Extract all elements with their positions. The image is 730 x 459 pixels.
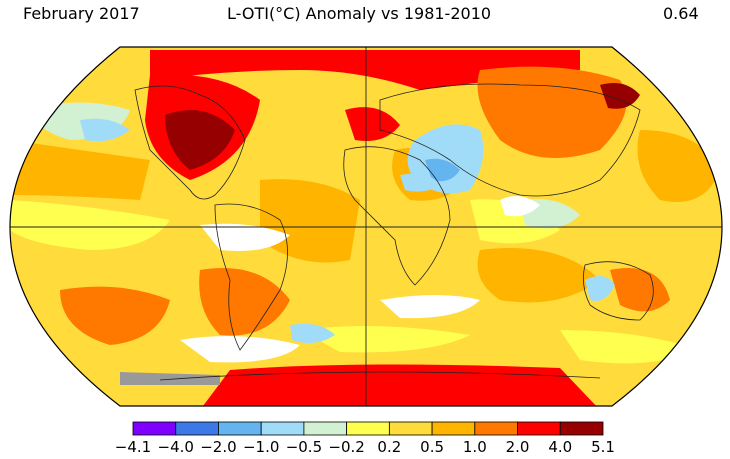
field-cool-s-atlantic	[290, 323, 335, 344]
field-orange-samerica	[260, 179, 360, 263]
coastlines	[134, 83, 654, 381]
colorbar-segment	[517, 421, 561, 436]
field-hot-europe	[345, 107, 400, 141]
field-yellow-southern	[300, 326, 470, 353]
colorbar-segment	[431, 421, 476, 436]
field-hottest-ne-siberia	[600, 82, 640, 109]
colorbar-tick-label: −4.1	[114, 438, 152, 456]
field-yellow-se-ocean	[560, 330, 700, 364]
field-yellow-tropical-pacific	[10, 200, 170, 250]
field-missing-data	[120, 372, 220, 385]
colorbar-tick-label: −2.0	[200, 438, 237, 456]
colorbar-segment	[260, 421, 305, 436]
colorbar-tick-label: 0.5	[420, 438, 445, 456]
colorbar-segment	[303, 421, 348, 436]
colorbar-tick-label: 4.0	[548, 438, 573, 456]
field-orange-indian	[477, 248, 600, 303]
field-neutral-amazon	[200, 223, 290, 251]
field-orange-atlantic	[10, 140, 150, 200]
colorbar-segment	[218, 421, 262, 436]
colorbar-tick-label: −0.5	[285, 438, 323, 456]
colorbar-tick-label: 2.0	[505, 438, 530, 456]
colorbar-segment	[474, 421, 518, 436]
field-orange-australia	[610, 268, 670, 312]
field-neutral-horn	[500, 196, 540, 217]
field-cool-sahara	[400, 173, 440, 192]
colorbar-tick-label: −0.2	[328, 438, 365, 456]
colorbar-segment	[175, 421, 219, 436]
field-yellow-arabian	[470, 199, 560, 244]
field-orange-spacific	[60, 286, 170, 345]
colorbar-tick-label: 1.0	[462, 438, 487, 456]
field-orange-npacific	[637, 130, 720, 202]
map-date-label: February 2017	[23, 4, 140, 23]
field-neutral-south-atlantic	[380, 295, 480, 319]
colorbar-tick-label: 5.1	[591, 438, 615, 456]
colorbar-segment	[388, 421, 433, 436]
field-orange-argentina	[199, 268, 290, 336]
colorbar-segment	[559, 421, 604, 436]
global-mean-anomaly-value: 0.64	[663, 4, 699, 23]
colorbar-tick-label: −1.0	[242, 438, 280, 456]
field-hot-arctic	[150, 50, 580, 90]
colorbar-segment	[346, 421, 390, 436]
colorbar-segment	[132, 421, 177, 436]
map-title: L-OTI(°C) Anomaly vs 1981-2010	[227, 4, 492, 23]
field-cool-w-australia	[585, 276, 615, 301]
field-hot-antarctica	[200, 364, 600, 406]
field-cool-gulf-alaska	[80, 118, 130, 142]
colorbar-tick-label: −4.0	[157, 438, 194, 456]
colorbar-tick-label: 0.2	[377, 438, 402, 456]
field-hot-siberia	[477, 66, 627, 158]
field-hottest-n-america	[165, 110, 235, 170]
globe-outline	[9, 46, 723, 407]
